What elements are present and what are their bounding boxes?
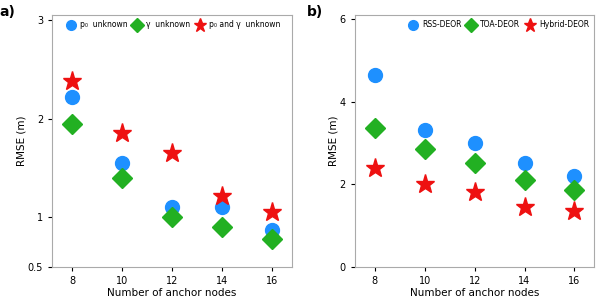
Y-axis label: RMSE (m): RMSE (m) (16, 116, 26, 166)
Legend: p₀  unknown, γ  unknown, p₀ and γ  unknown: p₀ unknown, γ unknown, p₀ and γ unknown (62, 19, 282, 31)
X-axis label: Number of anchor nodes: Number of anchor nodes (107, 288, 236, 299)
X-axis label: Number of anchor nodes: Number of anchor nodes (410, 288, 539, 299)
Text: a): a) (0, 5, 15, 19)
Y-axis label: RMSE (m): RMSE (m) (328, 116, 338, 166)
Legend: RSS-DEOR, TOA-DEOR, Hybrid-DEOR: RSS-DEOR, TOA-DEOR, Hybrid-DEOR (404, 19, 590, 31)
Text: b): b) (307, 5, 323, 19)
